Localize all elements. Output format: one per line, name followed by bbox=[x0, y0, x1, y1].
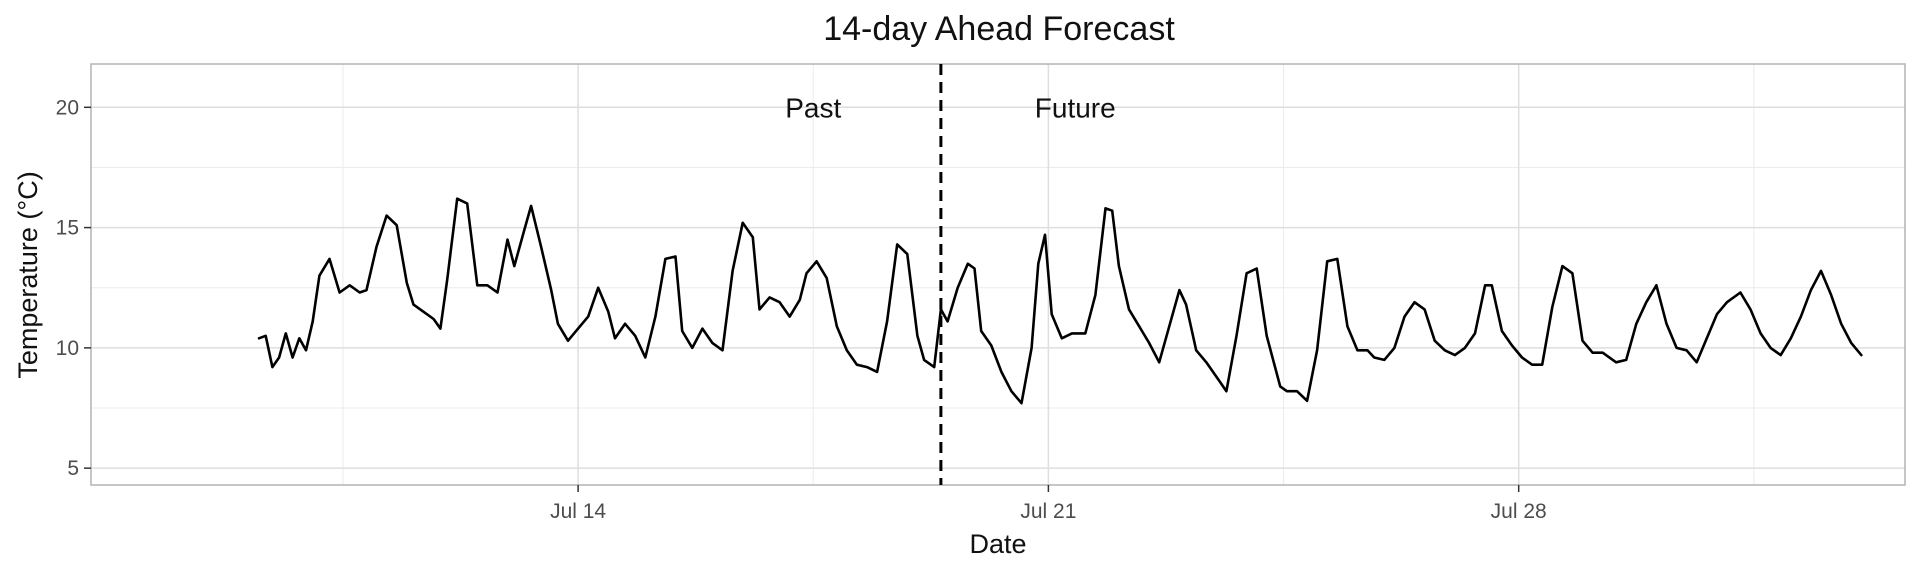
x-axis-ticks: Jul 14 Jul 21 Jul 28 bbox=[550, 485, 1547, 523]
y-axis-ticks: 5 10 15 20 bbox=[56, 96, 91, 480]
x-tick-label: Jul 21 bbox=[1020, 500, 1076, 523]
y-tick-label: 20 bbox=[56, 96, 79, 119]
temperature-lines bbox=[257, 197, 1863, 405]
y-tick-label: 10 bbox=[56, 337, 79, 360]
chart-title: 14-day Ahead Forecast bbox=[823, 10, 1175, 48]
series-line bbox=[257, 197, 943, 374]
annotation-label: Future bbox=[1035, 92, 1116, 123]
x-axis-title: Date bbox=[969, 529, 1026, 559]
minor-grid bbox=[91, 64, 1905, 485]
plot-panel-border bbox=[90, 63, 1906, 486]
series-line bbox=[939, 207, 1863, 405]
annotation-label: Past bbox=[785, 92, 841, 123]
x-tick-label: Jul 28 bbox=[1491, 500, 1547, 523]
major-grid bbox=[91, 64, 1905, 485]
y-tick-label: 15 bbox=[56, 217, 79, 240]
y-tick-label: 5 bbox=[67, 457, 79, 480]
x-tick-label: Jul 14 bbox=[550, 500, 606, 523]
y-axis-title: Temperature (°C) bbox=[13, 171, 43, 378]
annotations: Past Future bbox=[785, 92, 1116, 123]
